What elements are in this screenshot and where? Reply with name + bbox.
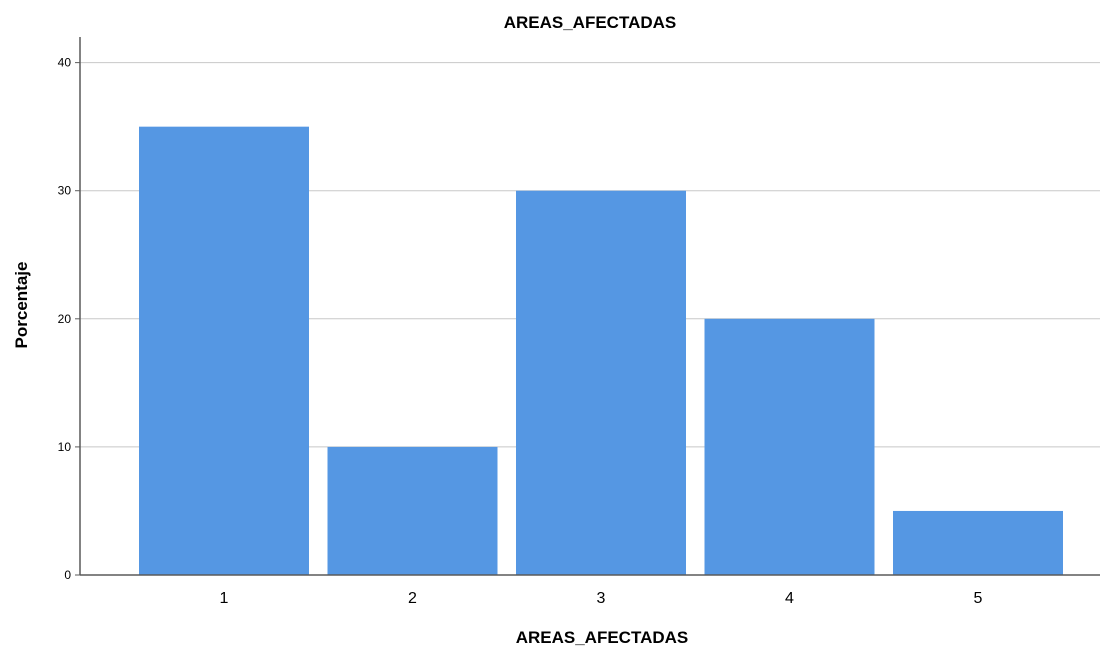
y-tick-label: 20 bbox=[58, 312, 72, 326]
axes bbox=[79, 37, 1100, 576]
x-axis-label: AREAS_AFECTADAS bbox=[516, 628, 689, 647]
chart-title: AREAS_AFECTADAS bbox=[504, 13, 677, 32]
bars bbox=[139, 126, 1063, 576]
x-tick-labels: 1 2 3 4 5 bbox=[220, 590, 983, 607]
y-tick-label: 0 bbox=[64, 568, 71, 582]
bar-2 bbox=[327, 446, 498, 575]
y-tick-label: 30 bbox=[58, 184, 72, 198]
x-tick-label: 5 bbox=[974, 590, 983, 607]
x-tick-label: 1 bbox=[220, 590, 229, 607]
bar-1 bbox=[139, 126, 309, 576]
x-tick-label: 2 bbox=[408, 590, 417, 607]
bar-3 bbox=[516, 190, 686, 575]
x-tick-label: 4 bbox=[785, 590, 794, 607]
x-tick-label: 3 bbox=[597, 590, 606, 607]
bar-5 bbox=[893, 510, 1063, 575]
y-axis-label: Porcentaje bbox=[12, 262, 31, 349]
y-tick-label: 40 bbox=[58, 56, 72, 70]
bar-4 bbox=[704, 318, 875, 575]
y-tick-label: 10 bbox=[58, 440, 72, 454]
y-tick-labels: 0 10 20 30 40 bbox=[58, 56, 80, 582]
